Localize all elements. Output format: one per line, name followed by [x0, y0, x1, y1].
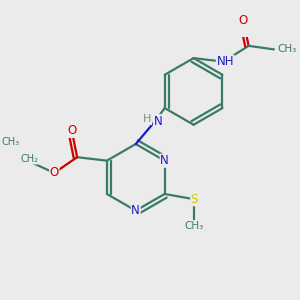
- Text: S: S: [191, 193, 198, 206]
- Text: H: H: [143, 115, 152, 124]
- Text: N: N: [154, 115, 162, 128]
- Text: O: O: [50, 167, 59, 179]
- Text: O: O: [239, 14, 248, 27]
- Text: CH₃: CH₃: [2, 137, 20, 147]
- Text: CH₃: CH₃: [185, 220, 204, 230]
- Text: N: N: [160, 154, 169, 167]
- Text: NH: NH: [216, 55, 234, 68]
- Text: CH₃: CH₃: [278, 44, 297, 54]
- Text: N: N: [131, 204, 140, 217]
- Text: CH₂: CH₂: [21, 154, 39, 164]
- Text: O: O: [67, 124, 76, 137]
